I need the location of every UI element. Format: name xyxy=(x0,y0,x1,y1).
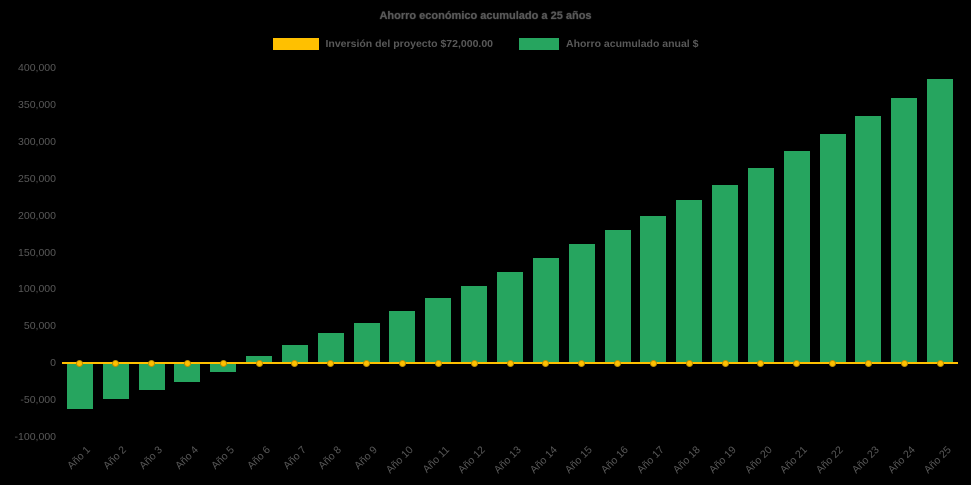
bar-año-23 xyxy=(855,115,882,364)
x-axis-tick-label: Año 16 xyxy=(598,444,632,477)
y-axis-tick-label: -50,000 xyxy=(20,394,56,407)
line-marker-icon xyxy=(542,359,550,367)
line-marker-icon xyxy=(757,359,765,367)
line-marker-icon xyxy=(936,359,944,367)
line-marker-icon xyxy=(363,359,371,367)
x-axis-tick-label: Año 24 xyxy=(885,444,918,477)
line-marker-icon xyxy=(255,359,263,367)
bar-año-6 xyxy=(246,355,273,364)
x-axis-tick-label: Año 21 xyxy=(778,444,811,477)
bar-año-2 xyxy=(102,363,129,399)
bar-año-18 xyxy=(676,200,703,364)
x-axis-tick-label: Año 19 xyxy=(706,444,739,477)
y-axis-tick-label: 150,000 xyxy=(18,246,56,259)
x-axis-tick-label: Año 6 xyxy=(244,444,273,472)
line-marker-icon xyxy=(829,359,837,367)
line-marker-icon xyxy=(112,359,120,367)
y-axis-tick-label: 200,000 xyxy=(18,209,56,222)
bar-año-11 xyxy=(425,298,452,364)
y-axis-tick-label: 400,000 xyxy=(18,62,56,74)
chart-title: Ahorro económico acumulado a 25 años xyxy=(379,10,592,22)
line-marker-icon xyxy=(578,359,586,367)
legend-item-savings: Ahorro acumulado anual $ xyxy=(519,38,698,50)
x-axis-tick-label: Año 20 xyxy=(742,444,775,477)
x-axis-tick-label: Año 25 xyxy=(921,444,954,477)
line-marker-icon xyxy=(148,359,156,367)
bar-año-25 xyxy=(927,79,954,364)
x-axis-tick-label: Año 3 xyxy=(137,444,166,472)
line-marker-icon xyxy=(470,359,478,367)
x-axis-tick-label: Año 12 xyxy=(455,444,488,477)
y-axis-tick-label: 300,000 xyxy=(18,135,56,148)
bar-año-14 xyxy=(532,258,559,364)
line-marker-icon xyxy=(506,359,514,367)
line-marker-icon xyxy=(183,359,191,367)
bar-año-12 xyxy=(461,285,488,364)
bar-año-21 xyxy=(783,150,810,364)
bar-año-20 xyxy=(747,167,774,364)
y-axis-tick-label: 100,000 xyxy=(18,283,56,296)
y-axis-tick-label: 250,000 xyxy=(18,172,56,185)
legend-label-savings: Ahorro acumulado anual $ xyxy=(566,38,699,50)
x-axis-tick-label: Año 2 xyxy=(101,444,130,472)
legend-swatch-savings-icon xyxy=(519,38,560,50)
x-axis-tick-label: Año 14 xyxy=(527,444,560,477)
legend-label-investment: Inversión del proyecto $72,000.00 xyxy=(325,38,494,50)
x-axis-tick-label: Año 8 xyxy=(316,444,345,472)
line-marker-icon xyxy=(614,359,622,367)
bar-año-16 xyxy=(604,229,631,364)
legend: Inversión del proyecto $72,000.00 Ahorro… xyxy=(0,38,971,50)
bar-año-9 xyxy=(353,323,380,364)
bar-año-24 xyxy=(891,97,918,364)
legend-item-investment: Inversión del proyecto $72,000.00 xyxy=(272,38,494,50)
x-axis-tick-label: Año 13 xyxy=(491,444,524,477)
x-axis-tick-label: Año 5 xyxy=(208,444,237,472)
x-axis-tick-label: Año 15 xyxy=(563,444,596,477)
bar-año-17 xyxy=(640,215,667,364)
legend-swatch-investment-icon xyxy=(272,38,319,50)
bar-año-10 xyxy=(389,310,416,364)
bar-año-22 xyxy=(819,133,846,364)
x-axis-tick-label: Año 7 xyxy=(280,444,309,472)
line-marker-icon xyxy=(685,359,693,367)
line-marker-icon xyxy=(219,359,227,367)
bar-año-5 xyxy=(210,363,237,373)
line-marker-icon xyxy=(649,359,657,367)
line-marker-icon xyxy=(793,359,801,367)
bar-año-1 xyxy=(66,363,93,409)
line-marker-icon xyxy=(900,359,908,367)
line-marker-icon xyxy=(76,359,84,367)
line-marker-icon xyxy=(434,359,442,367)
y-axis-tick-label: 350,000 xyxy=(18,98,56,111)
line-marker-icon xyxy=(721,359,729,367)
x-axis-tick-label: Año 9 xyxy=(352,444,381,472)
x-axis-tick-label: Año 10 xyxy=(383,444,416,477)
x-axis-tick-label: Año 1 xyxy=(65,444,94,472)
x-axis-tick-label: Año 11 xyxy=(420,444,452,476)
bar-año-15 xyxy=(568,244,595,364)
bar-año-13 xyxy=(497,272,523,364)
x-axis-tick-label: Año 4 xyxy=(173,444,201,472)
bar-año-4 xyxy=(174,363,201,382)
line-marker-icon xyxy=(327,359,335,367)
line-marker-icon xyxy=(864,359,872,367)
bar-año-7 xyxy=(281,344,308,364)
y-axis-tick-label: -100,000 xyxy=(14,431,56,443)
line-marker-icon xyxy=(398,359,406,367)
bar-año-8 xyxy=(317,332,344,364)
bar-año-19 xyxy=(712,184,739,364)
y-axis-tick-label: 0 xyxy=(50,357,56,370)
line-marker-icon xyxy=(291,359,299,367)
bar-año-3 xyxy=(138,363,165,390)
x-axis-tick-label: Año 18 xyxy=(670,444,703,477)
y-axis-tick-label: 50,000 xyxy=(23,320,56,333)
x-axis-tick-label: Año 17 xyxy=(634,444,667,477)
x-axis-tick-label: Año 22 xyxy=(814,444,847,477)
x-axis-tick-label: Año 23 xyxy=(849,444,882,477)
